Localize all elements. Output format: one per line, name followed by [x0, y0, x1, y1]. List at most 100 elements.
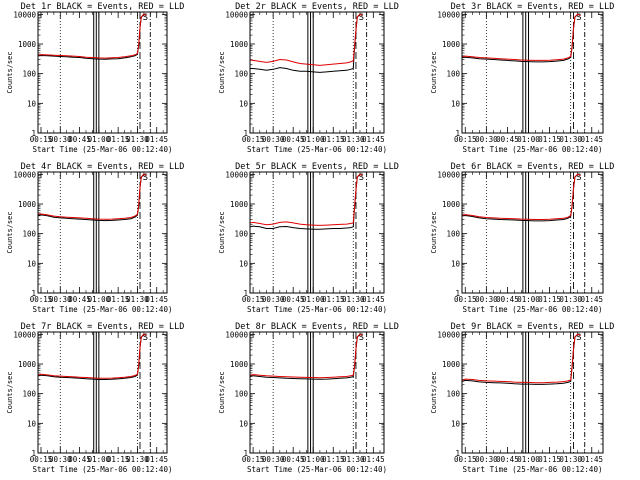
y-tick-label: 1000 — [442, 40, 461, 49]
y-tick-label: 1 — [31, 129, 36, 138]
y-axis-label: Counts/sec — [218, 51, 226, 93]
x-tick-label: 01:45 — [362, 455, 385, 464]
x-tick-label: 01:30 — [342, 295, 365, 304]
panel-title: Det 4r BLACK = Events, RED = LLD — [21, 162, 185, 172]
x-tick-label: 01:45 — [145, 295, 168, 304]
x-tick-label: 01:15 — [538, 455, 561, 464]
saa-marker-label: S — [143, 173, 148, 183]
saa-marker-label: S — [359, 333, 364, 343]
plot-frame — [249, 171, 385, 294]
lld-series-line — [38, 333, 147, 379]
x-tick-label: 01:15 — [538, 135, 561, 144]
lld-series-line — [462, 333, 581, 384]
events-series-line — [38, 173, 147, 222]
x-tick-label: 01:45 — [145, 135, 168, 144]
saa-marker-label: S — [143, 333, 148, 343]
x-tick-label: 00:45 — [68, 135, 91, 144]
y-tick-label: 10 — [27, 259, 37, 268]
y-tick-label: 1000 — [18, 200, 37, 209]
x-tick-label: 00:15 — [242, 295, 265, 304]
x-tick-label: 01:45 — [580, 135, 603, 144]
y-tick-label: 1000 — [18, 360, 37, 369]
plot-frame — [461, 171, 604, 294]
events-series-line — [38, 333, 147, 380]
lld-series-line — [250, 173, 363, 226]
lld-series-line — [462, 13, 581, 61]
y-tick-label: 100 — [446, 70, 460, 79]
panel-9: Det 9r BLACK = Events, RED = LLD Counts/s… — [430, 322, 614, 474]
y-tick-label: 100 — [22, 230, 36, 239]
panel-4: Det 4r BLACK = Events, RED = LLD Counts/s… — [6, 162, 184, 314]
x-tick-label: 01:15 — [107, 135, 130, 144]
y-tick-label: 100 — [446, 390, 460, 399]
saa-marker-label: S — [143, 13, 148, 23]
x-axis-label: Start Time (25-Mar-06 00:12:40) — [33, 305, 173, 314]
events-series-line — [462, 13, 581, 63]
x-tick-label: 01:30 — [126, 455, 149, 464]
y-tick-label: 10000 — [13, 330, 36, 339]
lld-series-line — [38, 173, 147, 220]
y-tick-label: 100 — [22, 70, 36, 79]
plot-frame — [249, 11, 385, 134]
y-tick-label: 1 — [243, 129, 248, 138]
y-tick-label: 10000 — [225, 170, 248, 179]
y-tick-label: 100 — [234, 70, 248, 79]
x-axis-label: Start Time (25-Mar-06 00:12:40) — [247, 305, 387, 314]
panel-title: Det 3r BLACK = Events, RED = LLD — [451, 2, 615, 12]
y-tick-label: 1 — [243, 289, 248, 298]
y-tick-label: 100 — [234, 230, 248, 239]
y-tick-label: 10000 — [13, 170, 36, 179]
saa-marker-label: S — [359, 13, 364, 23]
x-tick-label: 01:15 — [107, 295, 130, 304]
y-tick-label: 10000 — [437, 330, 460, 339]
x-tick-label: 01:15 — [538, 295, 561, 304]
saa-marker-label: S — [359, 173, 364, 183]
x-tick-label: 00:45 — [68, 455, 91, 464]
y-tick-label: 1000 — [18, 40, 37, 49]
plot-frame — [37, 11, 168, 134]
plot-frame — [249, 331, 385, 454]
y-axis-label: Counts/sec — [430, 211, 438, 253]
panel-3: Det 3r BLACK = Events, RED = LLD Counts/s… — [430, 2, 614, 154]
y-tick-label: 1 — [243, 449, 248, 458]
x-tick-label: 00:30 — [49, 135, 72, 144]
x-tick-label: 01:30 — [559, 295, 582, 304]
x-tick-label: 01:45 — [362, 295, 385, 304]
x-tick-label: 00:45 — [496, 135, 519, 144]
events-series-line — [38, 13, 147, 60]
y-tick-label: 10 — [451, 419, 461, 428]
panel-title: Det 2r BLACK = Events, RED = LLD — [235, 2, 399, 12]
x-tick-label: 00:30 — [49, 295, 72, 304]
y-tick-label: 1 — [455, 129, 460, 138]
x-tick-label: 01:15 — [107, 455, 130, 464]
x-tick-label: 00:15 — [242, 135, 265, 144]
x-tick-label: 00:30 — [475, 455, 498, 464]
x-tick-label: 00:30 — [262, 135, 285, 144]
y-tick-label: 1 — [455, 449, 460, 458]
y-axis-label: Counts/sec — [430, 371, 438, 413]
panel-2: Det 2r BLACK = Events, RED = LLD Counts/s… — [218, 2, 399, 154]
x-tick-label: 01:30 — [342, 135, 365, 144]
panel-title: Det 8r BLACK = Events, RED = LLD — [235, 322, 399, 332]
y-tick-label: 10000 — [13, 10, 36, 19]
x-tick-label: 00:30 — [49, 455, 72, 464]
x-tick-label: 01:45 — [362, 135, 385, 144]
y-tick-label: 100 — [234, 390, 248, 399]
y-tick-label: 10 — [27, 99, 37, 108]
x-tick-label: 00:45 — [282, 135, 305, 144]
saa-marker-label: S — [576, 13, 581, 23]
plot-frame — [461, 11, 604, 134]
y-tick-label: 1000 — [230, 40, 249, 49]
x-tick-label: 01:30 — [126, 135, 149, 144]
x-tick-label: 00:30 — [475, 135, 498, 144]
panel-title: Det 5r BLACK = Events, RED = LLD — [235, 162, 399, 172]
x-tick-label: 01:30 — [559, 455, 582, 464]
y-tick-label: 10 — [239, 259, 249, 268]
y-tick-label: 10000 — [225, 10, 248, 19]
y-tick-label: 10000 — [437, 10, 460, 19]
x-tick-label: 01:45 — [580, 455, 603, 464]
y-tick-label: 1000 — [230, 360, 249, 369]
y-axis-label: Counts/sec — [6, 371, 14, 413]
y-tick-label: 1 — [455, 289, 460, 298]
